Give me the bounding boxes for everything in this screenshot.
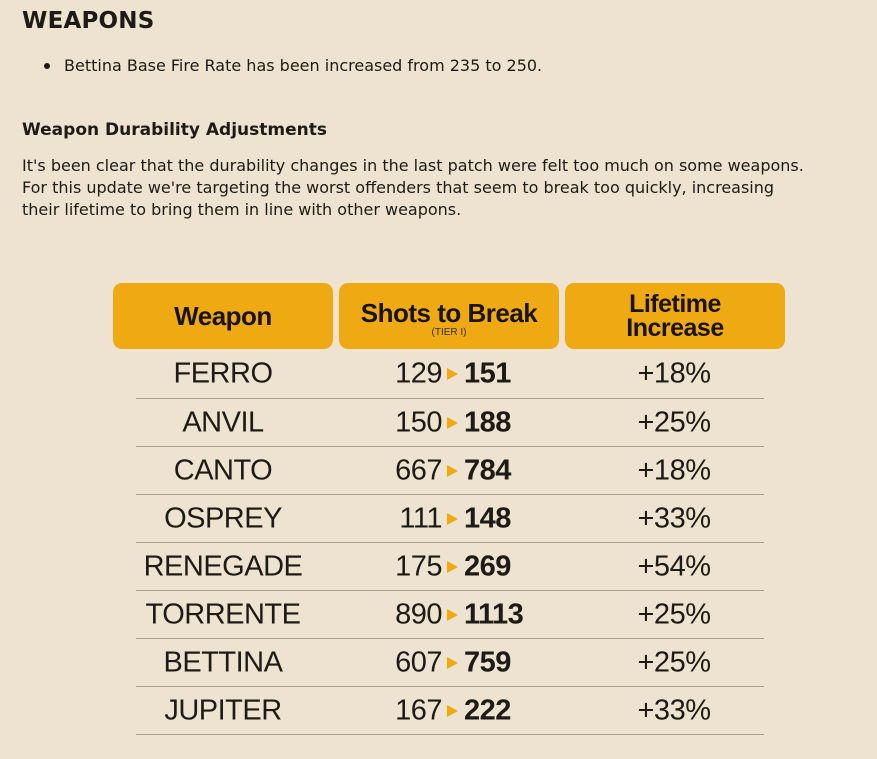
- header-shots-label: Shots to Break: [360, 297, 538, 328]
- arrow-right-icon: [447, 704, 458, 717]
- weapon-name: RENEGADE: [143, 550, 303, 582]
- lifetime-increase: +25%: [637, 646, 711, 678]
- table-row: TORRENTE 890 1113 +25%: [136, 591, 764, 639]
- paragraph-line: their lifetime to bring them in line wit…: [22, 200, 462, 219]
- arrow-right-icon: [447, 416, 458, 429]
- table-row: RENEGADE 175 269 +54%: [136, 543, 764, 591]
- arrow-right-icon: [447, 656, 458, 669]
- header-tier-label: (TIER I): [431, 326, 467, 338]
- list-item: Bettina Base Fire Rate has been increase…: [42, 55, 542, 77]
- header-lifetime-line1: Lifetime: [629, 290, 721, 318]
- weapon-name: ANVIL: [182, 406, 264, 438]
- durability-table: Weapon Shots to Break (TIER I) Lifetime …: [113, 283, 787, 735]
- shots-after: 759: [464, 646, 511, 678]
- header-lifetime-increase: Lifetime Increase: [565, 283, 785, 349]
- shots-before: 607: [395, 646, 442, 678]
- table-header: Weapon Shots to Break (TIER I) Lifetime …: [113, 283, 787, 349]
- bullet-text: Bettina Base Fire Rate has been increase…: [64, 56, 543, 75]
- shots-before: 167: [395, 694, 442, 726]
- bullet-dot-icon: [44, 63, 50, 69]
- durability-paragraph: It's been clear that the durability chan…: [22, 155, 872, 221]
- lifetime-increase: +54%: [637, 550, 711, 582]
- table-body: FERRO 129 151 +18% ANVIL 150 188 +25% CA…: [136, 349, 764, 735]
- shots-before: 890: [395, 598, 442, 630]
- section-title: WEAPONS: [22, 8, 155, 34]
- patch-bullet-list: Bettina Base Fire Rate has been increase…: [42, 55, 542, 77]
- paragraph-line: For this update we're targeting the wors…: [22, 178, 775, 197]
- lifetime-increase: +25%: [637, 406, 711, 438]
- table-row: OSPREY 111 148 +33%: [136, 495, 764, 543]
- shots-after: 1113: [464, 598, 524, 630]
- shots-after: 784: [464, 454, 511, 486]
- shots-before: 111: [399, 502, 442, 534]
- weapon-name: CANTO: [173, 454, 273, 486]
- table-row: JUPITER 167 222 +33%: [136, 687, 764, 735]
- durability-subtitle: Weapon Durability Adjustments: [22, 120, 327, 140]
- arrow-right-icon: [447, 464, 458, 477]
- lifetime-increase: +33%: [637, 502, 711, 534]
- shots-after: 269: [464, 550, 511, 582]
- arrow-right-icon: [447, 367, 458, 380]
- shots-after: 188: [464, 406, 511, 438]
- table-row: ANVIL 150 188 +25%: [136, 399, 764, 447]
- shots-after: 222: [464, 694, 511, 726]
- shots-after: 151: [464, 357, 511, 389]
- weapon-name: TORRENTE: [145, 598, 301, 630]
- lifetime-increase: +33%: [637, 694, 711, 726]
- header-lifetime-line2: Increase: [626, 314, 724, 342]
- shots-after: 148: [464, 502, 511, 534]
- weapon-name: OSPREY: [164, 502, 282, 534]
- shots-before: 667: [395, 454, 442, 486]
- header-shots-to-break: Shots to Break (TIER I): [339, 283, 559, 349]
- header-weapon: Weapon: [113, 283, 333, 349]
- shots-before: 175: [395, 550, 442, 582]
- table-row: BETTINA 607 759 +25%: [136, 639, 764, 687]
- weapon-name: BETTINA: [163, 646, 283, 678]
- table-row: FERRO 129 151 +18%: [136, 349, 764, 399]
- lifetime-increase: +18%: [637, 357, 711, 389]
- shots-before: 129: [395, 357, 442, 389]
- arrow-right-icon: [447, 608, 458, 621]
- lifetime-increase: +25%: [637, 598, 711, 630]
- weapon-name: JUPITER: [164, 694, 282, 726]
- weapon-name: FERRO: [173, 357, 274, 389]
- paragraph-line: It's been clear that the durability chan…: [22, 156, 804, 175]
- arrow-right-icon: [447, 560, 458, 573]
- header-weapon-label: Weapon: [174, 300, 272, 331]
- shots-before: 150: [395, 406, 442, 438]
- arrow-right-icon: [447, 512, 458, 525]
- lifetime-increase: +18%: [637, 454, 711, 486]
- table-row: CANTO 667 784 +18%: [136, 447, 764, 495]
